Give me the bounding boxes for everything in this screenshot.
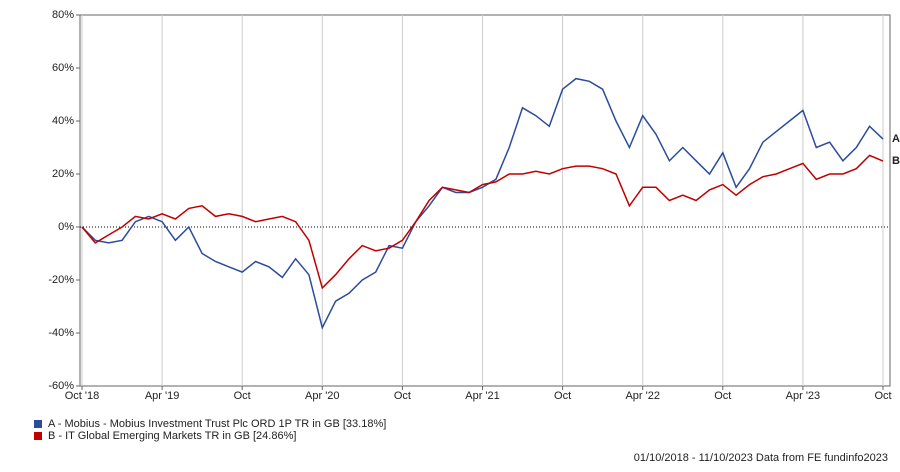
end-label: B <box>892 155 900 167</box>
x-tick-label: Oct <box>874 390 891 402</box>
y-tick-label: 0% <box>58 221 74 233</box>
x-tick-label: Oct <box>554 390 571 402</box>
y-tick-label: 20% <box>52 168 74 180</box>
y-tick-label: -60% <box>48 380 74 392</box>
x-tick-label: Apr '23 <box>786 390 821 402</box>
x-tick-label: Oct <box>394 390 411 402</box>
y-tick-label: -20% <box>48 274 74 286</box>
legend-label: B - IT Global Emerging Markets TR in GB … <box>48 430 296 442</box>
x-tick-label: Apr '20 <box>305 390 340 402</box>
x-tick-label: Oct <box>714 390 731 402</box>
x-tick-label: Oct '18 <box>65 390 100 402</box>
x-tick-label: Apr '22 <box>625 390 660 402</box>
y-tick-label: 60% <box>52 62 74 74</box>
end-label: A <box>892 133 900 145</box>
x-tick-label: Apr '21 <box>465 390 500 402</box>
y-tick-label: 40% <box>52 115 74 127</box>
legend-label: A - Mobius - Mobius Investment Trust Plc… <box>48 418 386 430</box>
series-line <box>81 77 884 330</box>
series-line <box>81 154 884 290</box>
plot-frame <box>79 14 891 387</box>
y-tick-label: -40% <box>48 327 74 339</box>
footer: 01/10/2018 - 11/10/2023 Data from FE fun… <box>634 452 888 464</box>
y-tick-label: 80% <box>52 9 74 21</box>
x-tick-label: Apr '19 <box>145 390 180 402</box>
legend-swatch <box>34 432 42 440</box>
legend-swatch <box>34 420 42 428</box>
x-tick-label: Oct <box>234 390 251 402</box>
